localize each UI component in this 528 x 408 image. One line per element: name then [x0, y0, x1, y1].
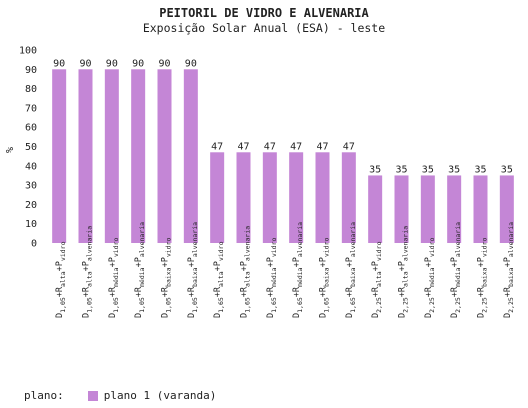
category-label: D2,25+Rmédia+Pvidro	[424, 237, 436, 318]
bar	[473, 175, 488, 243]
category-label: D1,65+Ralta+Palvenaria	[240, 226, 252, 318]
legend-swatch	[87, 390, 98, 401]
y-axis: 0 10 20 30 40 50 60 70 80 90 100	[19, 46, 37, 250]
bar-value-label: 90	[132, 58, 144, 69]
category-label: D1,65+Rmédia+Palvenaria	[292, 222, 304, 318]
bar	[289, 152, 304, 243]
bar	[157, 69, 172, 243]
bar	[104, 69, 119, 243]
y-tick-label: 40	[25, 161, 37, 172]
bar	[447, 175, 462, 243]
bar-value-label: 35	[422, 164, 434, 175]
bar-value-label: 47	[211, 141, 223, 152]
chart-subtitle: Exposição Solar Anual (ESA) - leste	[142, 21, 386, 35]
bar	[52, 69, 67, 243]
category-label: D1,05+Rbaixa+Palvenaria	[187, 222, 199, 318]
bar-value-label: 90	[79, 58, 91, 69]
chart-title: PEITORIL DE VIDRO E ALVENARIA	[159, 6, 369, 20]
category-label: D2,25+Rmédia+Palvenaria	[450, 222, 462, 318]
category-label: D2,25+Rbaixa+Palvenaria	[503, 222, 515, 318]
y-tick-label: 70	[25, 103, 37, 114]
y-tick-label: 0	[31, 239, 37, 250]
bar	[499, 175, 514, 243]
category-label: D1,05+Ralta+Pvidro	[55, 241, 67, 318]
category-label: D1,65+Rbaixa+Palvenaria	[345, 222, 357, 318]
bar-value-label: 90	[185, 58, 197, 69]
bar-value-label: 47	[264, 141, 276, 152]
legend: plano: plano 1 (varanda)	[24, 389, 216, 402]
category-label: D1,05+Rmédia+Palvenaria	[134, 222, 146, 318]
category-label: D2,25+Ralta+Pvidro	[371, 241, 383, 318]
y-tick-label: 100	[19, 46, 37, 57]
bar	[315, 152, 330, 243]
legend-entry-label: plano 1 (varanda)	[103, 389, 217, 402]
bar-value-label: 90	[158, 58, 170, 69]
category-label: D2,25+Rbaixa+Pvidro	[477, 237, 489, 318]
bar-value-label: 90	[53, 58, 65, 69]
y-axis-label: %	[5, 147, 16, 153]
bar	[262, 152, 277, 243]
bar-value-label: 35	[395, 164, 407, 175]
y-tick-label: 80	[25, 84, 37, 95]
bar	[368, 175, 383, 243]
category-label: D2,25+Ralta+Palvenaria	[398, 226, 410, 318]
bar-value-label: 35	[501, 164, 513, 175]
bar-value-label: 47	[343, 141, 355, 152]
bars: 90 90 90 90 90 90 47 47 47 47 47 47 35 35 35 35 35 35	[52, 58, 514, 243]
category-label: D1,65+Rbaixa+Pvidro	[319, 237, 331, 318]
category-label: D1,05+Rmédia+Pvidro	[108, 237, 120, 318]
bar-value-label: 35	[474, 164, 486, 175]
bar	[131, 69, 146, 243]
bar-value-label: 35	[369, 164, 381, 175]
bar	[78, 69, 93, 243]
bar	[183, 69, 198, 243]
y-tick-label: 20	[25, 200, 37, 211]
bar-value-label: 35	[448, 164, 460, 175]
legend-title: plano:	[24, 389, 64, 402]
category-label: D1,05+Ralta+Palvenaria	[82, 226, 94, 318]
bar-value-label: 47	[316, 141, 328, 152]
bar-value-label: 90	[106, 58, 118, 69]
category-label: D1,05+Rbaixa+Pvidro	[161, 237, 173, 318]
bar-value-label: 47	[290, 141, 302, 152]
bar	[420, 175, 435, 243]
category-label: D1,65+Ralta+Pvidro	[213, 241, 225, 318]
bar-value-label: 47	[237, 141, 249, 152]
y-tick-label: 10	[25, 219, 37, 230]
y-tick-label: 90	[25, 65, 37, 76]
bar	[210, 152, 225, 243]
y-tick-label: 30	[25, 181, 37, 192]
category-labels: D1,05+Ralta+Pvidro D1,05+Ralta+Palvenaria…	[55, 222, 515, 318]
category-label: D1,65+Rmédia+Pvidro	[266, 237, 278, 318]
bar	[236, 152, 251, 243]
y-tick-label: 50	[25, 142, 37, 153]
y-tick-label: 60	[25, 123, 37, 134]
bar	[341, 152, 356, 243]
bar	[394, 175, 409, 243]
